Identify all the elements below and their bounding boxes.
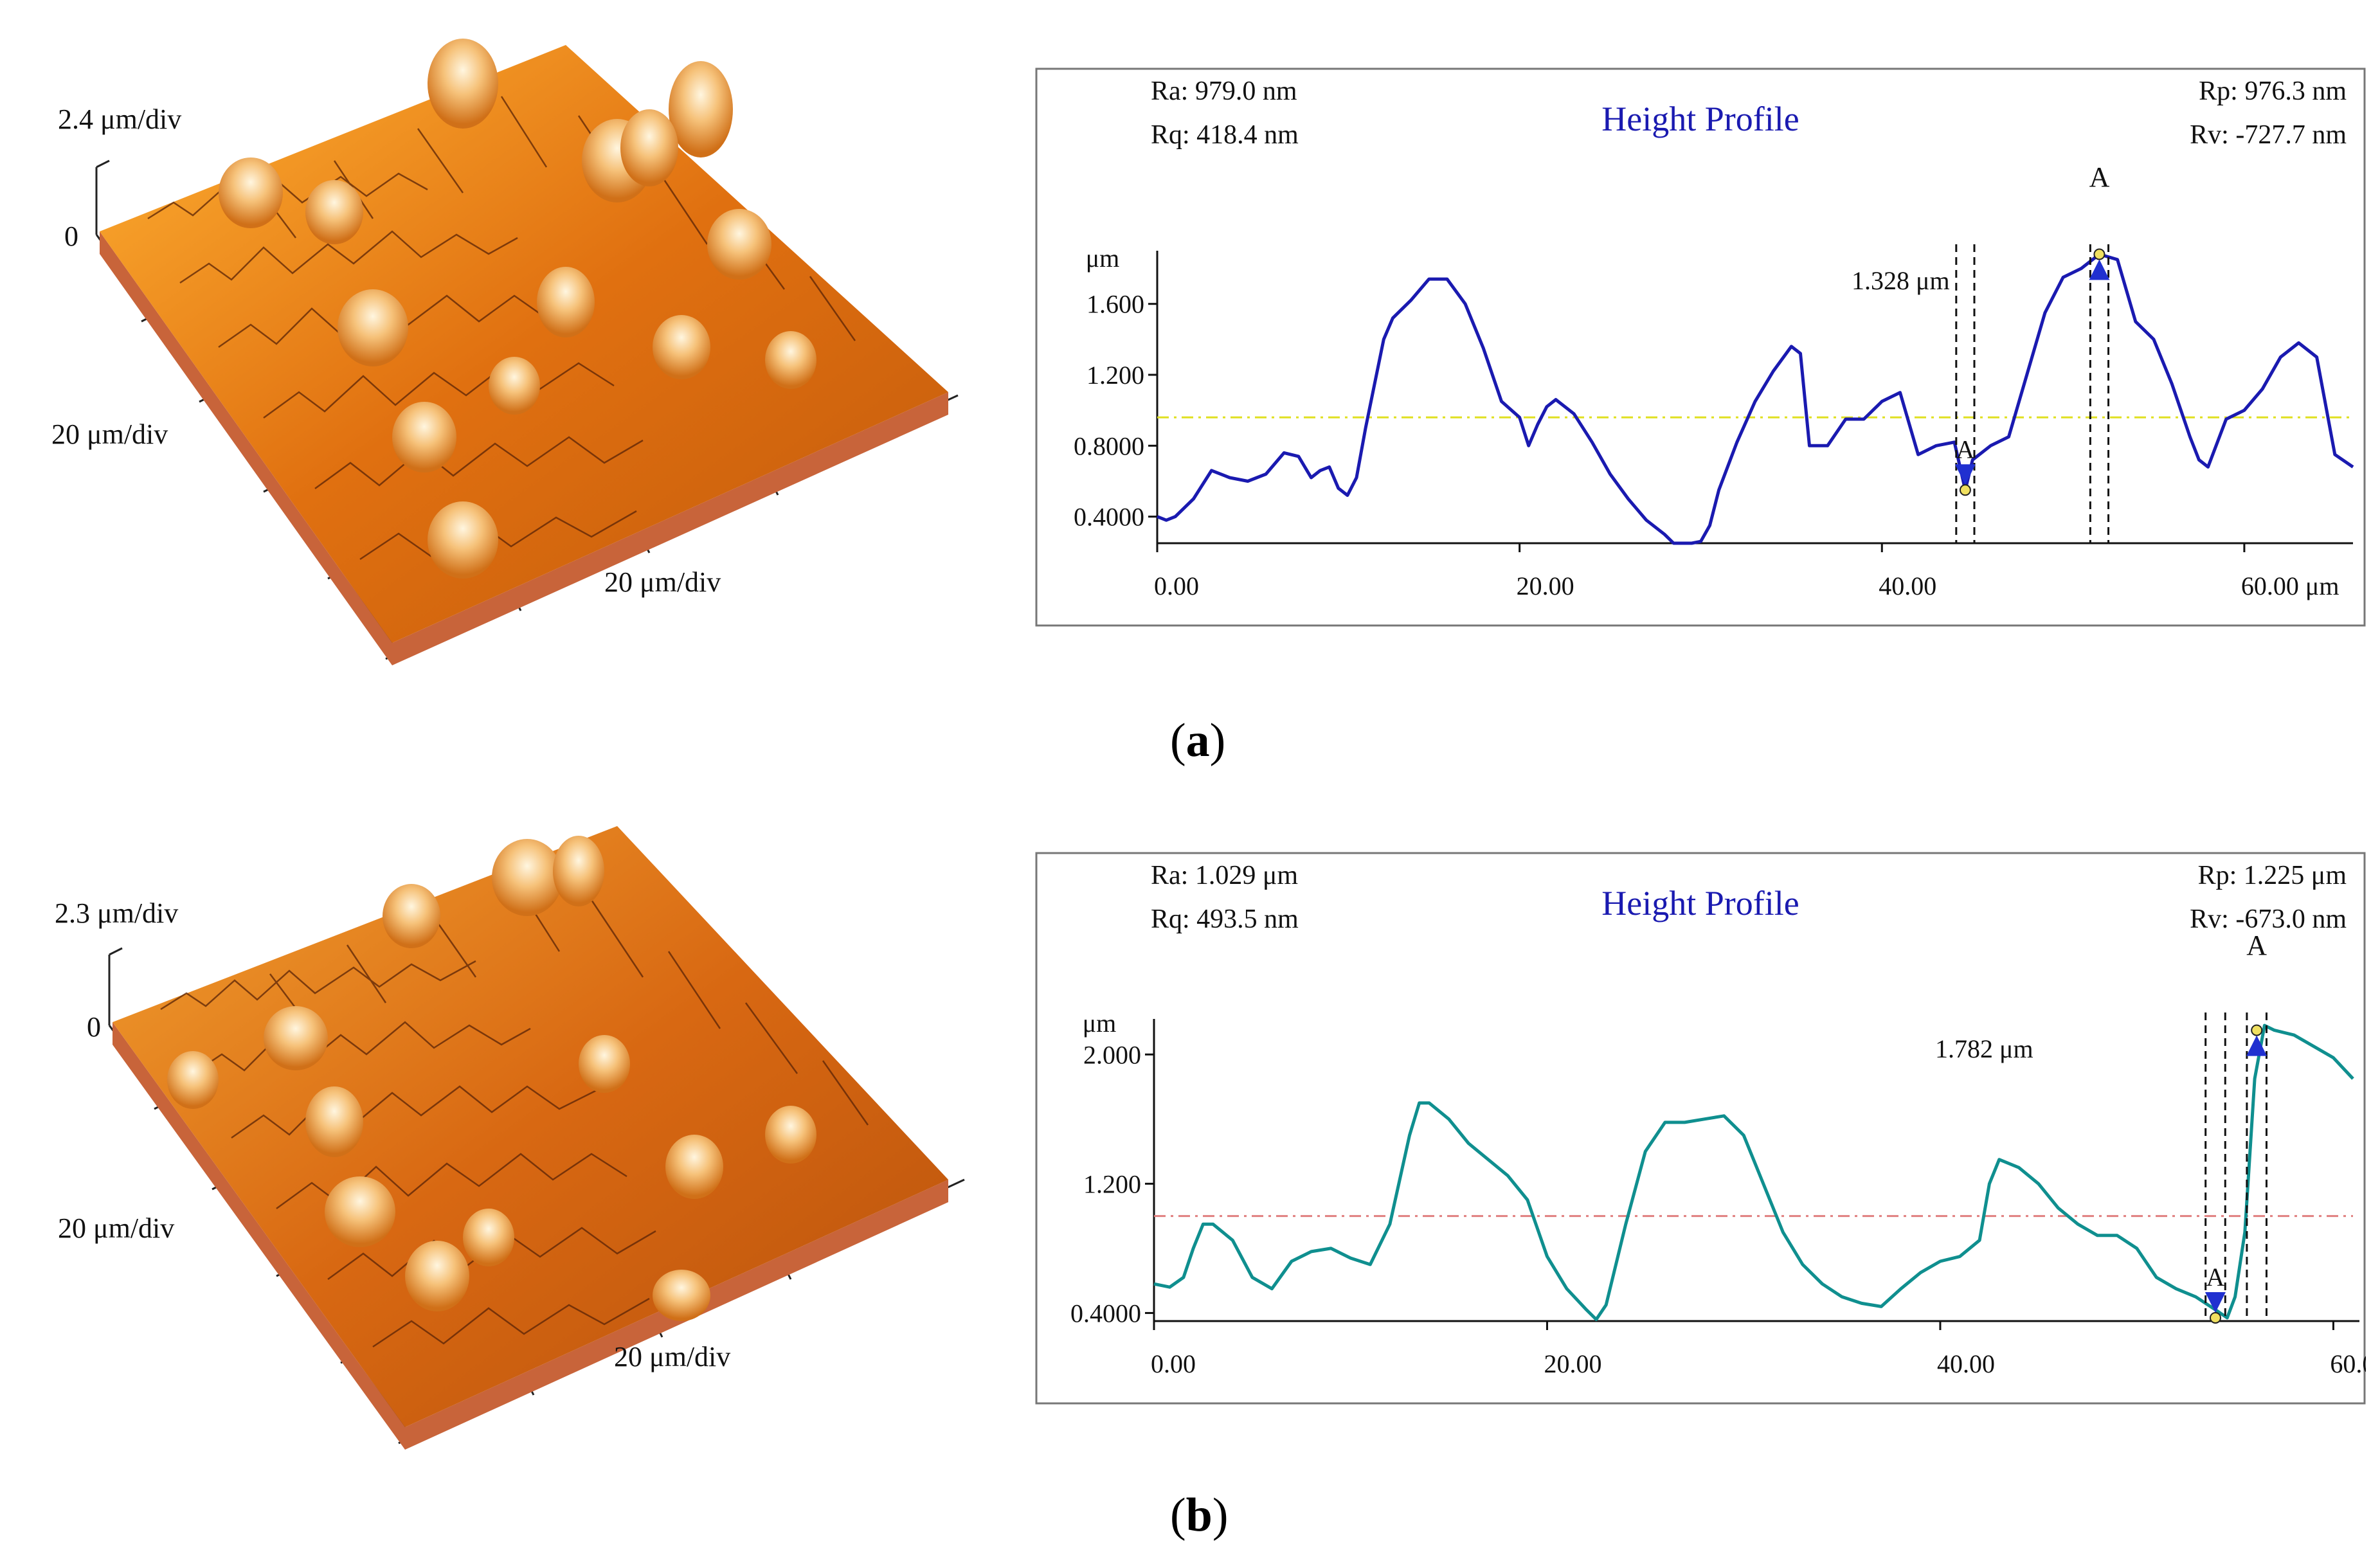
y-unit-b: μm bbox=[1083, 1009, 1117, 1038]
measurement-label: 1.328 μm bbox=[1852, 266, 1950, 295]
marker-low-b bbox=[2204, 1292, 2226, 1313]
surface-3d-b: 2.3 μm/div 0 20 μm/div 20 μm/div bbox=[55, 826, 965, 1450]
marker-high-dot bbox=[2093, 248, 2105, 260]
x-tick-label: 60.00 μm bbox=[2330, 1349, 2366, 1378]
marker-high-dot bbox=[2251, 1024, 2263, 1036]
surface-top-b bbox=[113, 826, 948, 1427]
chart-title-a: Height Profile bbox=[1601, 100, 1799, 138]
x-tick-label: 40.00 bbox=[1879, 572, 1936, 600]
profile-frame-a bbox=[1035, 68, 2366, 627]
surface-peaks-a bbox=[219, 39, 816, 579]
marker-high-label: A bbox=[2089, 161, 2110, 193]
marker-high-a bbox=[2089, 259, 2110, 280]
marker-low-label: A bbox=[1956, 435, 1974, 464]
height-profile-b: Ra: 1.029 μm Rq: 493.5 nm Height Profile… bbox=[1035, 852, 2366, 1405]
y-tick-label: 0.4000 bbox=[1074, 503, 1144, 532]
z-axis-zero-b: 0 bbox=[87, 1011, 101, 1043]
marker-low-a bbox=[1954, 464, 1976, 485]
marker-low-dot bbox=[2209, 1311, 2221, 1324]
x-axis-label-a: 20 μm/div bbox=[604, 566, 721, 598]
x-tick-label: 0.00 bbox=[1151, 1349, 1196, 1378]
x-tick-label: 40.00 bbox=[1937, 1349, 1995, 1378]
y-axis-label-b: 20 μm/div bbox=[58, 1212, 174, 1244]
surface-3d-a: 2.4 μm/div 0 20 μm/div 20 μm/div bbox=[51, 39, 959, 665]
z-axis-label-b: 2.3 μm/div bbox=[55, 897, 178, 929]
x-tick-label: 20.00 bbox=[1517, 572, 1574, 600]
surface-peaks-b bbox=[167, 836, 816, 1321]
z-axis-label-a: 2.4 μm/div bbox=[58, 104, 181, 135]
y-tick-label: 0.4000 bbox=[1070, 1299, 1141, 1328]
z-axis-zero-a: 0 bbox=[64, 221, 78, 252]
chart-title-b: Height Profile bbox=[1601, 884, 1799, 923]
profile-frame-b bbox=[1035, 852, 2366, 1405]
x-tick-label: 60.00 μm bbox=[2241, 572, 2339, 600]
y-tick-label: 0.8000 bbox=[1074, 431, 1144, 460]
y-tick-label: 1.200 bbox=[1086, 361, 1144, 390]
measurement-label: 1.782 μm bbox=[1935, 1034, 2033, 1063]
y-tick-label: 1.600 bbox=[1086, 290, 1144, 319]
x-tick-label: 0.00 bbox=[1154, 572, 1199, 600]
stat-rp-a: Rp: 976.3 nm bbox=[2199, 76, 2347, 106]
stat-rv-a: Rv: -727.7 nm bbox=[2190, 120, 2347, 150]
stat-rp-b: Rp: 1.225 μm bbox=[2198, 861, 2347, 890]
marker-high-label: A bbox=[2246, 930, 2267, 961]
y-unit-a: μm bbox=[1086, 244, 1120, 273]
stat-ra-b: Ra: 1.029 μm bbox=[1151, 861, 1298, 890]
x-tick-label: 20.00 bbox=[1544, 1349, 1601, 1378]
y-axis-label-a: 20 μm/div bbox=[51, 419, 168, 450]
marker-low-dot bbox=[1959, 484, 1971, 496]
plot-area-a: 0.4000 0.8000 1.200 1.600 0.00 20.00 40.00 60.0… bbox=[1074, 161, 2354, 600]
y-tick-label: 1.200 bbox=[1083, 1169, 1141, 1198]
profile-line-a bbox=[1157, 253, 2354, 545]
stat-rq-b: Rq: 493.5 nm bbox=[1151, 905, 1299, 934]
stat-rv-b: Rv: -673.0 nm bbox=[2190, 905, 2347, 934]
marker-high-b bbox=[2246, 1035, 2267, 1056]
height-profile-a: Ra: 979.0 nm Rq: 418.4 nm Height Profile… bbox=[1035, 68, 2366, 627]
stat-ra-a: Ra: 979.0 nm bbox=[1151, 76, 1297, 106]
caption-b: (b) bbox=[1170, 1489, 1229, 1542]
plot-area-b: 0.4000 1.200 2.000 0.00 20.00 40.00 60.00 μm A A… bbox=[1070, 930, 2366, 1378]
y-tick-label: 2.000 bbox=[1083, 1040, 1141, 1069]
stat-rq-a: Rq: 418.4 nm bbox=[1151, 120, 1299, 150]
profile-line-b bbox=[1153, 1023, 2354, 1321]
x-axis-label-b: 20 μm/div bbox=[614, 1341, 730, 1372]
marker-low-label: A bbox=[2206, 1263, 2225, 1292]
surface-top-a bbox=[100, 45, 948, 643]
caption-a: (a) bbox=[1170, 714, 1226, 767]
